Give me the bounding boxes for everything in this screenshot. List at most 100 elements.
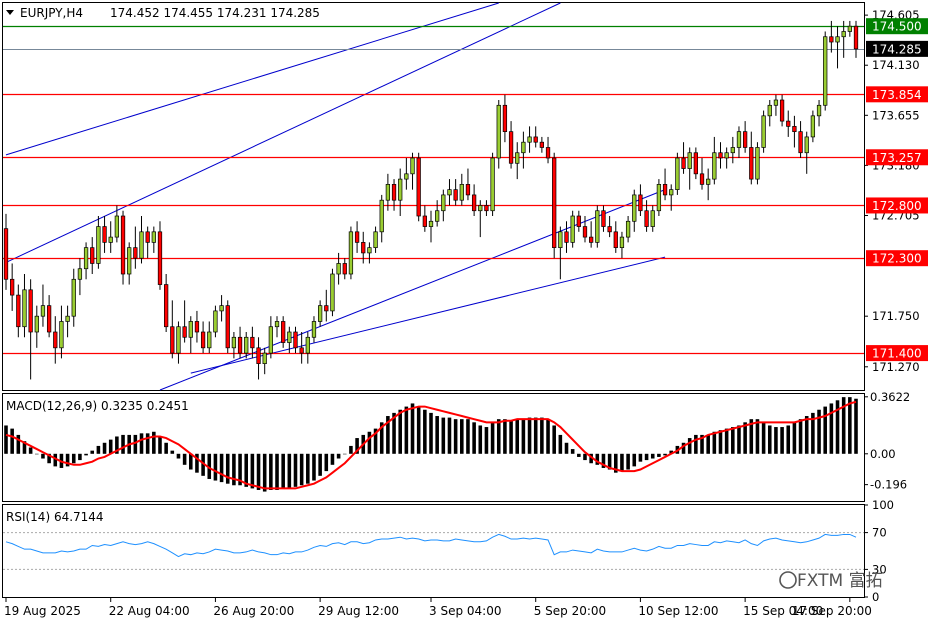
macd-bar — [595, 453, 600, 465]
macd-bar — [589, 453, 593, 464]
bear-candle-body — [422, 215, 427, 227]
candle — [823, 31, 828, 111]
candle — [527, 126, 532, 153]
bear-candle-body — [225, 305, 230, 349]
macd-bar — [540, 417, 544, 454]
time-label: 15 Sep 04:00 — [743, 604, 823, 618]
trendline-1 — [5, 2, 561, 263]
macd-bar — [663, 453, 667, 456]
macd-bar — [564, 442, 569, 454]
bull-candle-body — [675, 157, 680, 190]
macd-bar — [570, 449, 575, 454]
macd-bar — [404, 406, 409, 454]
candle — [749, 131, 754, 185]
macd-bar — [349, 445, 353, 454]
macd-bar — [164, 442, 168, 454]
candle — [619, 231, 625, 259]
bear-candle-body — [582, 226, 588, 238]
candle — [348, 226, 354, 280]
macd-bar — [460, 419, 464, 454]
bull-candle-body — [385, 184, 391, 201]
macd-bar — [823, 406, 827, 454]
bear-candle-body — [182, 326, 187, 338]
candle — [139, 216, 144, 264]
macd-bar — [213, 453, 218, 481]
candle — [718, 142, 723, 169]
macd-bar — [804, 416, 809, 454]
macd-bar — [558, 434, 563, 454]
macd-bar — [466, 419, 470, 454]
candle — [786, 110, 791, 137]
candle — [416, 152, 421, 222]
bear-candle-body — [170, 326, 175, 354]
candle — [188, 316, 193, 354]
bull-candle-body — [379, 199, 384, 233]
candle — [207, 321, 212, 354]
candle — [545, 136, 551, 164]
macd-bar — [306, 453, 310, 484]
bull-candle-body — [176, 326, 181, 354]
candle — [46, 295, 52, 338]
bull-candle-body — [244, 336, 249, 354]
macd-bar — [503, 419, 507, 454]
candle — [533, 126, 538, 148]
macd-bar — [780, 427, 784, 454]
macd-bar — [269, 453, 273, 490]
bear-candle-body — [16, 294, 21, 328]
macd-bar — [373, 428, 378, 454]
candle — [552, 152, 557, 259]
macd-bar — [281, 453, 285, 489]
trendline-3 — [190, 256, 666, 374]
price-tick-label: 174.130 — [872, 58, 920, 72]
candle — [595, 205, 600, 248]
macd-bar — [398, 409, 402, 454]
bear-candle-body — [798, 131, 803, 154]
time-label: 19 Aug 2025 — [4, 604, 81, 618]
price-label-bg — [866, 149, 928, 166]
triangle-down-icon[interactable] — [6, 10, 14, 15]
macd-bar — [798, 419, 803, 454]
macd-bar — [379, 422, 384, 454]
candle — [151, 226, 156, 253]
price-tick-label: 171.270 — [872, 360, 920, 374]
macd-bar — [521, 419, 526, 454]
bear-candle-body — [693, 152, 698, 175]
bull-candle-body — [595, 210, 600, 243]
macd-bar — [410, 403, 415, 454]
candle — [96, 216, 101, 269]
candle — [398, 168, 403, 217]
macd-bar — [201, 453, 205, 476]
macd-bar — [601, 453, 606, 468]
candle — [835, 26, 840, 69]
candle — [724, 147, 729, 169]
bear-candle-body — [293, 331, 298, 349]
bull-candle-body — [108, 236, 113, 243]
macd-bar — [429, 412, 433, 454]
candle — [28, 279, 33, 380]
bull-candle-body — [213, 310, 218, 333]
bull-candle-body — [496, 104, 501, 159]
candle — [422, 205, 427, 232]
bull-candle-body — [330, 273, 335, 312]
bull-candle-body — [521, 141, 526, 154]
macd-bar — [53, 453, 58, 467]
bear-candle-body — [533, 136, 538, 143]
macd-bar — [669, 450, 674, 454]
bull-candle-body — [459, 184, 464, 201]
price-label-text: 174.285 — [872, 42, 922, 56]
price-label-bg — [866, 86, 928, 103]
macd-bar — [496, 419, 501, 454]
macd-panel-frame — [2, 393, 865, 502]
candle — [558, 226, 563, 280]
macd-bar — [743, 422, 747, 454]
macd-title: MACD(12,26,9) 0.3235 0.2451 — [6, 399, 189, 413]
bull-candle-body — [619, 236, 625, 248]
bear-candle-body — [742, 131, 748, 148]
candle — [441, 189, 446, 222]
bull-candle-body — [490, 157, 495, 212]
candle — [508, 121, 514, 169]
macd-bar — [386, 416, 390, 454]
bear-candle-body — [361, 242, 366, 254]
bull-candle-body — [373, 231, 378, 248]
candle — [71, 268, 76, 327]
